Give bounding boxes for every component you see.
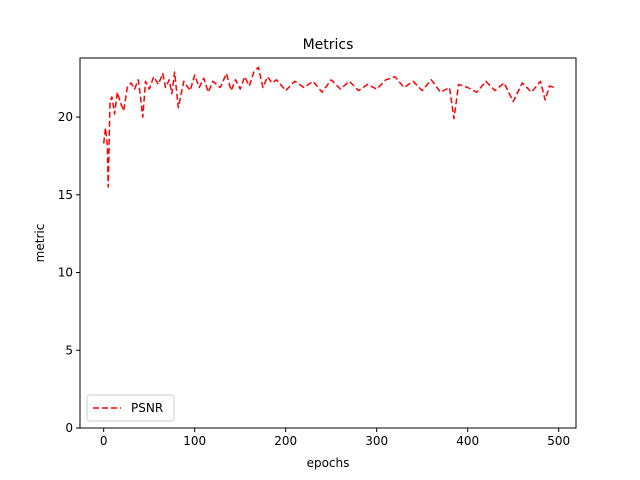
x-tick-label: 400 [456, 434, 479, 448]
y-tick-label: 0 [65, 421, 73, 435]
chart-title: Metrics [303, 37, 354, 53]
x-tick-label: 0 [100, 434, 108, 448]
plot-frame [79, 57, 577, 429]
series-layer [102, 66, 555, 188]
legend-label-psnr: PSNR [131, 401, 163, 415]
legend: PSNR [86, 394, 175, 422]
plot-area [80, 58, 576, 428]
y-tick-label: 15 [58, 188, 73, 202]
y-tick-label: 5 [65, 343, 73, 357]
legend-box [86, 394, 175, 422]
x-tick-label: 100 [183, 434, 206, 448]
y-axis-ticks: 0 5 10 15 20 [58, 110, 80, 435]
x-tick-label: 200 [274, 434, 297, 448]
x-axis-label: epochs [307, 456, 350, 470]
y-axis-label: metric [33, 224, 47, 263]
series-line-psnr [102, 66, 555, 188]
x-tick-label: 300 [365, 434, 388, 448]
x-axis-ticks: 0 100 200 300 400 500 [100, 428, 570, 448]
y-tick-label: 20 [58, 110, 73, 124]
y-tick-label: 10 [58, 266, 73, 280]
x-tick-label: 500 [547, 434, 570, 448]
